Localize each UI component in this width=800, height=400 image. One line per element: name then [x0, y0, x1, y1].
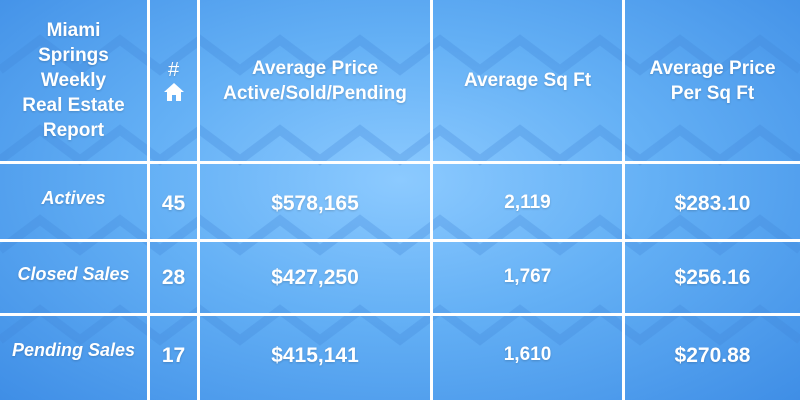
- count-header-symbol: #: [167, 58, 180, 81]
- row-label-actives: Actives: [0, 164, 150, 242]
- avg-price-header-line: Average Price: [251, 57, 379, 79]
- count-column-header: #: [150, 0, 200, 164]
- price-per-sqft-header-line: Per Sq Ft: [670, 82, 755, 104]
- actives-avg-price: $578,165: [271, 192, 359, 215]
- closed-price-per-sqft: $256.16: [674, 266, 751, 289]
- avg-price-column-header: Average Price Active/Sold/Pending: [200, 0, 433, 164]
- pending-count-cell: 17: [150, 316, 200, 400]
- report-title-line: Miami: [46, 20, 101, 41]
- closed-avg-price: $427,250: [271, 266, 359, 289]
- closed-price-per-sqft-cell: $256.16: [625, 242, 800, 316]
- avg-price-header-line: Active/Sold/Pending: [223, 82, 407, 104]
- pending-avg-price-cell: $415,141: [200, 316, 433, 400]
- pending-avg-price: $415,141: [271, 344, 359, 367]
- pending-count: 17: [161, 344, 186, 367]
- row-label-text: Actives: [41, 188, 106, 208]
- actives-avg-price-cell: $578,165: [200, 164, 433, 242]
- row-label-text: Pending Sales: [11, 340, 136, 360]
- report-title-line: Real Estate: [22, 95, 125, 116]
- actives-avg-sqft: 2,119: [504, 192, 551, 213]
- closed-avg-sqft-cell: 1,767: [433, 242, 625, 316]
- pending-avg-sqft-cell: 1,610: [433, 316, 625, 400]
- price-per-sqft-column-header: Average Price Per Sq Ft: [625, 0, 800, 164]
- pending-price-per-sqft: $270.88: [674, 344, 751, 367]
- closed-avg-sqft: 1,767: [503, 266, 552, 287]
- closed-count-cell: 28: [150, 242, 200, 316]
- actives-count: 45: [161, 192, 186, 215]
- closed-avg-price-cell: $427,250: [200, 242, 433, 316]
- actives-avg-sqft-cell: 2,119: [433, 164, 625, 242]
- row-label-text: Closed Sales: [17, 264, 130, 284]
- report-title-line: Springs: [38, 45, 109, 66]
- house-icon: [163, 82, 184, 101]
- avg-sqft-header-label: Average Sq Ft: [463, 70, 592, 91]
- pending-avg-sqft: 1,610: [503, 344, 552, 365]
- report-title-line: Report: [42, 120, 105, 141]
- row-label-pending-sales: Pending Sales: [0, 316, 150, 400]
- avg-sqft-column-header: Average Sq Ft: [433, 0, 625, 164]
- actives-price-per-sqft-cell: $283.10: [625, 164, 800, 242]
- report-title-line: Weekly: [40, 70, 107, 91]
- pending-price-per-sqft-cell: $270.88: [625, 316, 800, 400]
- actives-price-per-sqft: $283.10: [674, 192, 751, 215]
- price-per-sqft-header-line: Average Price: [649, 57, 776, 79]
- row-label-closed-sales: Closed Sales: [0, 242, 150, 316]
- actives-count-cell: 45: [150, 164, 200, 242]
- report-title: Miami Springs Weekly Real Estate Report: [0, 0, 150, 164]
- closed-count: 28: [161, 266, 186, 289]
